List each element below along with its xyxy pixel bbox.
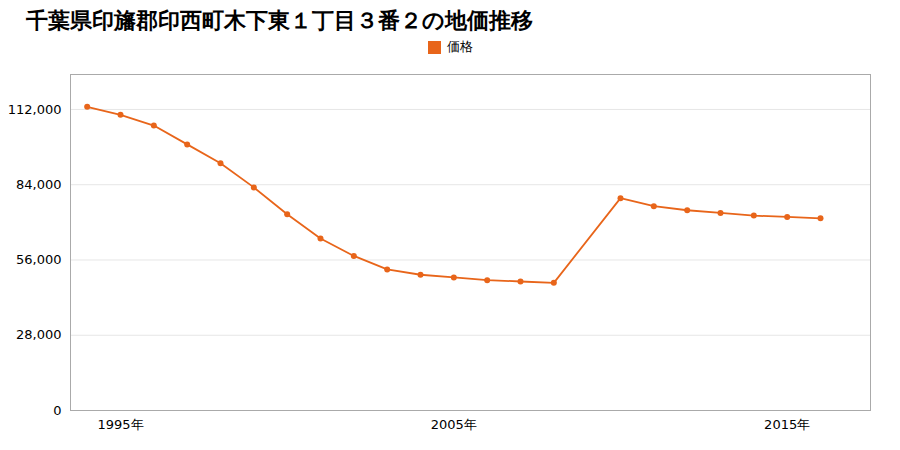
svg-text:1995年: 1995年 [97,417,143,432]
svg-text:0: 0 [53,403,61,418]
svg-text:84,000: 84,000 [16,177,62,192]
svg-text:28,000: 28,000 [16,327,62,342]
svg-text:2015年: 2015年 [764,417,810,432]
svg-text:2005年: 2005年 [431,417,477,432]
html-text:価格: 価格 [446,39,473,54]
svg-text:56,000: 56,000 [16,252,62,267]
svg-text:112,000: 112,000 [8,102,62,117]
html-text:千葉県印旛郡印西町木下東１丁目３番２の地価推移: 千葉県印旛郡印西町木下東１丁目３番２の地価推移 [26,8,533,33]
